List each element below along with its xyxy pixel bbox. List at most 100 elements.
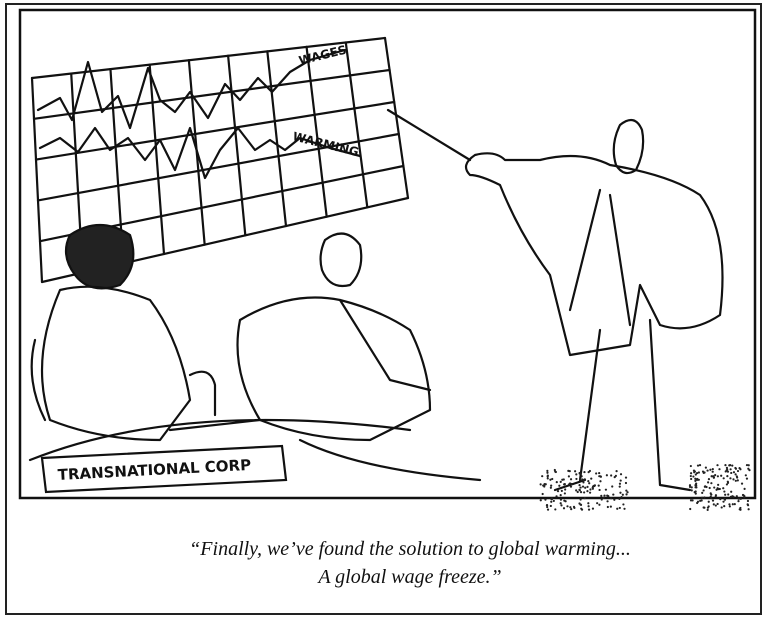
speckle-dot	[728, 503, 730, 505]
speckle-dot	[588, 471, 590, 473]
speckle-dot	[613, 499, 615, 501]
speckle-dot	[690, 478, 692, 480]
speckle-dot	[731, 465, 733, 467]
speckle-dot	[580, 491, 582, 493]
speckle-dot	[618, 498, 620, 500]
speckle-dot	[589, 488, 591, 490]
speckle-dot	[689, 508, 691, 510]
speckle-dot	[547, 475, 549, 477]
speckle-dot	[730, 468, 732, 470]
speckle-dot	[715, 504, 717, 506]
speckle-dot	[610, 505, 612, 507]
speckle-dot	[574, 470, 576, 472]
speckle-dot	[723, 498, 725, 500]
speckle-dot	[722, 487, 724, 489]
speckle-dot	[568, 475, 570, 477]
speckle-dot	[733, 471, 735, 473]
speckle-dot	[546, 470, 548, 472]
speckle-dot	[730, 472, 732, 474]
speckle-dot	[558, 485, 560, 487]
speckle-dot	[620, 496, 622, 498]
speckle-dot	[734, 503, 736, 505]
speckle-dot	[561, 479, 563, 481]
speckle-dot	[620, 479, 622, 481]
speckle-dot	[560, 494, 562, 496]
speckle-dot	[575, 473, 577, 475]
speckle-dot	[707, 481, 709, 483]
speckle-dot	[724, 464, 726, 466]
speckle-dot	[708, 505, 710, 507]
speckle-dot	[718, 468, 720, 470]
speckle-dot	[692, 475, 694, 477]
caption-line-2: A global wage freeze.”	[316, 566, 501, 588]
speckle-dot	[614, 476, 616, 478]
speckle-dot	[581, 509, 583, 511]
speckle-dot	[747, 468, 749, 470]
speckle-dot	[579, 486, 581, 488]
speckle-dot	[714, 474, 716, 476]
speckle-dot	[579, 478, 581, 480]
speckle-dot	[710, 482, 712, 484]
speckle-dot	[540, 483, 542, 485]
speckle-dot	[570, 486, 572, 488]
speckle-dot	[741, 483, 743, 485]
speckle-dot	[724, 494, 726, 496]
speckle-dot	[726, 475, 728, 477]
speckle-dot	[706, 469, 708, 471]
speckle-dot	[610, 497, 612, 499]
speckle-dot	[723, 505, 725, 507]
speckle-dot	[694, 486, 696, 488]
speckle-dot	[566, 505, 568, 507]
speckle-dot	[540, 499, 542, 501]
speckle-dot	[584, 497, 586, 499]
speckle-dot	[696, 478, 698, 480]
speckle-dot	[592, 488, 594, 490]
speckle-dot	[739, 498, 741, 500]
speckle-dot	[727, 470, 729, 472]
speckle-dot	[619, 507, 621, 509]
speckle-dot	[570, 508, 572, 510]
speckle-dot	[712, 471, 714, 473]
speckle-dot	[717, 488, 719, 490]
speckle-dot	[569, 506, 571, 508]
speckle-dot	[737, 500, 739, 502]
speckle-dot	[732, 496, 734, 498]
caption-line-1: “Finally, we’ve found the solution to gl…	[189, 538, 631, 560]
speckle-dot	[743, 488, 745, 490]
speckle-dot	[553, 500, 555, 502]
speckle-dot	[606, 474, 608, 476]
speckle-dot	[542, 493, 544, 495]
speckle-dot	[707, 509, 709, 511]
speckle-dot	[560, 498, 562, 500]
speckle-dot	[560, 504, 562, 506]
speckle-dot	[701, 499, 703, 501]
speckle-dot	[586, 486, 588, 488]
speckle-dot	[730, 491, 732, 493]
speckle-dot	[570, 478, 572, 480]
speckle-dot	[590, 478, 592, 480]
speckle-dot	[620, 473, 622, 475]
speckle-dot	[587, 480, 589, 482]
speckle-dot	[569, 482, 571, 484]
speckle-dot	[569, 470, 571, 472]
speckle-dot	[595, 472, 597, 474]
speckle-dot	[551, 497, 553, 499]
speckle-dot	[564, 488, 566, 490]
speckle-dot	[588, 508, 590, 510]
speckle-dot	[732, 478, 734, 480]
speckle-dot	[554, 508, 556, 510]
speckle-dot	[705, 467, 707, 469]
speckle-dot	[550, 505, 552, 507]
speckle-dot	[732, 503, 734, 505]
speckle-dot	[727, 493, 729, 495]
speckle-dot	[583, 479, 585, 481]
speckle-dot	[611, 485, 613, 487]
page: WAGES WARMING TRANSNATIONAL CORP “Finall…	[0, 0, 767, 619]
speckle-dot	[691, 499, 693, 501]
speckle-dot	[723, 490, 725, 492]
speckle-dot	[704, 486, 706, 488]
speckle-dot	[625, 489, 627, 491]
speckle-dot	[541, 475, 543, 477]
speckle-dot	[703, 506, 705, 508]
speckle-dot	[560, 481, 562, 483]
